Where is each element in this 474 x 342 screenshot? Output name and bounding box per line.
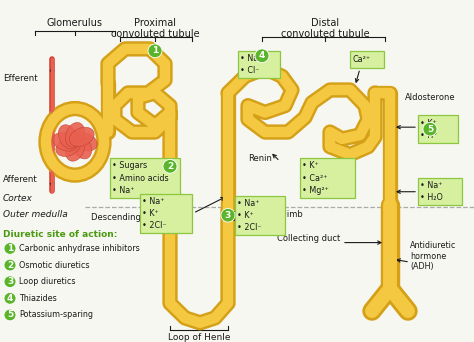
FancyBboxPatch shape [238, 51, 280, 78]
FancyBboxPatch shape [235, 196, 285, 235]
Circle shape [255, 49, 269, 63]
Text: Cortex: Cortex [3, 195, 33, 203]
Text: Distal
convoluted tubule: Distal convoluted tubule [281, 17, 369, 39]
Text: 5: 5 [427, 124, 433, 134]
Ellipse shape [72, 132, 97, 151]
Ellipse shape [53, 132, 78, 151]
Text: 4: 4 [7, 294, 13, 303]
Text: Glomerulus: Glomerulus [47, 17, 103, 28]
Ellipse shape [69, 127, 94, 146]
Text: Ca²⁺: Ca²⁺ [353, 55, 371, 64]
Text: Loop diuretics: Loop diuretics [19, 277, 75, 286]
Text: Afferent: Afferent [3, 174, 38, 184]
Text: • Na⁺
• K⁺
• 2Cl⁻: • Na⁺ • K⁺ • 2Cl⁻ [143, 197, 167, 230]
Circle shape [163, 159, 177, 173]
Text: 1: 1 [7, 244, 13, 253]
Text: Potassium-sparing: Potassium-sparing [19, 311, 93, 319]
Text: 3: 3 [7, 277, 13, 286]
Text: • Sugars
• Amino acids
• Na⁺: • Sugars • Amino acids • Na⁺ [112, 161, 169, 195]
Text: • Na⁺
• Cl⁻: • Na⁺ • Cl⁻ [240, 54, 263, 75]
Text: • K⁺
• H⁺: • K⁺ • H⁺ [420, 119, 438, 140]
Text: Collecting duct: Collecting duct [277, 234, 340, 242]
Text: Osmotic diuretics: Osmotic diuretics [19, 261, 90, 269]
Circle shape [423, 122, 437, 136]
Text: Ascending limb: Ascending limb [238, 210, 303, 219]
Circle shape [4, 242, 16, 254]
Text: Outer medulla: Outer medulla [3, 210, 68, 219]
Text: Aldosterone: Aldosterone [405, 93, 456, 102]
Text: 3: 3 [225, 211, 231, 220]
Text: • K⁺
• Ca²⁺
• Mg²⁺: • K⁺ • Ca²⁺ • Mg²⁺ [302, 161, 329, 195]
Ellipse shape [72, 135, 91, 159]
FancyBboxPatch shape [418, 116, 458, 143]
Text: Renin: Renin [248, 154, 272, 163]
Ellipse shape [65, 122, 84, 147]
Circle shape [148, 44, 162, 58]
Text: 2: 2 [167, 162, 173, 171]
Text: Proximal
convoluted tubule: Proximal convoluted tubule [111, 17, 199, 39]
Text: • Na⁺
• H₂O: • Na⁺ • H₂O [420, 181, 443, 202]
Ellipse shape [58, 125, 78, 149]
FancyBboxPatch shape [110, 158, 180, 198]
Circle shape [4, 276, 16, 288]
Ellipse shape [65, 136, 84, 161]
FancyBboxPatch shape [300, 158, 355, 198]
FancyBboxPatch shape [350, 51, 384, 68]
FancyBboxPatch shape [418, 178, 462, 206]
Text: 1: 1 [152, 47, 158, 55]
Text: 2: 2 [7, 261, 13, 269]
Text: Efferent: Efferent [3, 74, 37, 83]
Text: Diuretic site of action:: Diuretic site of action: [3, 230, 118, 239]
Text: Thiazides: Thiazides [19, 294, 57, 303]
FancyBboxPatch shape [140, 194, 192, 233]
Text: Descending limb: Descending limb [91, 213, 162, 222]
Text: Carbonic anhydrase inhibitors: Carbonic anhydrase inhibitors [19, 244, 140, 253]
Text: Antidiuretic
hormone
(ADH): Antidiuretic hormone (ADH) [410, 241, 456, 271]
Text: 5: 5 [7, 311, 13, 319]
Circle shape [4, 292, 16, 304]
Circle shape [221, 208, 235, 222]
Circle shape [4, 309, 16, 321]
Text: • Na⁺
• K⁺
• 2Cl⁻: • Na⁺ • K⁺ • 2Cl⁻ [237, 199, 262, 232]
Ellipse shape [56, 137, 81, 156]
Text: 4: 4 [259, 51, 265, 60]
Text: Loop of Henle: Loop of Henle [168, 332, 230, 342]
Circle shape [4, 259, 16, 271]
